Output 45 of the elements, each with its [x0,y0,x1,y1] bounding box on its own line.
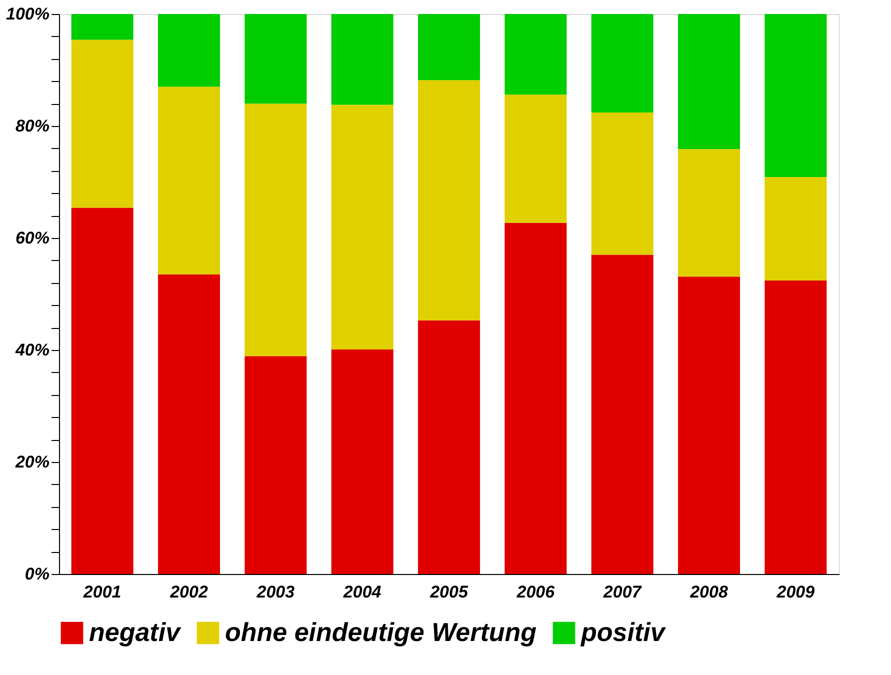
bar [764,176,827,281]
bar [764,14,827,177]
legend-label: positiv [580,617,666,647]
y-tick-label: 100% [6,4,50,24]
y-tick-label: 40% [14,340,50,360]
x-tick-label: 2001 [82,582,122,602]
bar [244,356,307,574]
bar [764,280,827,574]
bar [591,254,654,574]
x-tick-label: 2004 [342,582,382,602]
bar [591,112,654,255]
bar [331,14,394,105]
bar [678,14,740,149]
bar [504,222,567,574]
bar [418,80,480,320]
x-tick-label: 2007 [602,582,643,602]
bar [418,320,480,574]
bar [71,40,134,208]
x-tick-label: 2006 [516,582,556,602]
bar [158,274,220,574]
x-tick-label: 2005 [429,582,468,602]
bar [331,104,394,350]
bar [678,148,740,277]
bar [158,14,220,87]
bar [504,94,567,223]
bar [678,276,740,574]
bar [244,104,307,356]
x-tick-label: 2008 [689,582,728,602]
legend-label: negativ [89,617,182,647]
bar [331,349,394,574]
bar [591,14,654,113]
bar [244,14,307,104]
y-tick-label: 80% [15,116,50,136]
y-tick-label: 0% [24,564,50,584]
bar [71,208,134,574]
bar [71,14,134,40]
y-tick-label: 60% [15,228,50,248]
bar [158,86,220,274]
x-tick-label: 2003 [256,582,296,602]
x-tick-label: 2002 [169,582,208,602]
y-tick-label: 20% [14,452,50,472]
legend-label: ohne eindeutige Wertung [225,617,537,647]
x-tick-label: 2009 [776,582,816,602]
bar [504,14,567,95]
bar [418,14,480,80]
